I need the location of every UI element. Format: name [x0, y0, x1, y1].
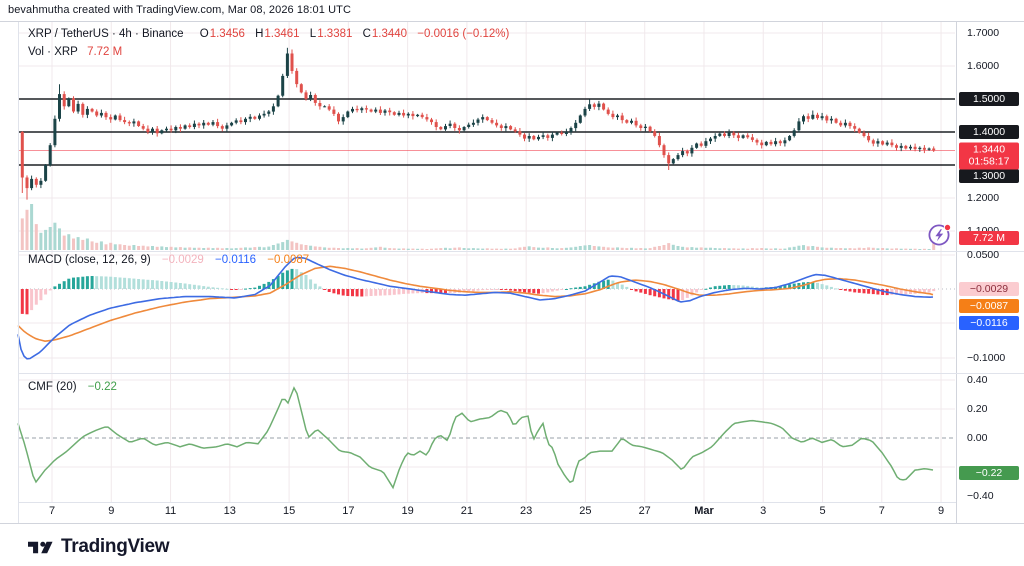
time-axis-label: 15: [282, 505, 296, 517]
price-level-badge: 1.3000: [959, 169, 1019, 183]
time-axis-label: 9: [937, 505, 945, 517]
price-axis-label: −0.40: [967, 490, 994, 502]
volume-legend-row[interactable]: Vol · XRP 7.72 M: [28, 43, 509, 61]
volume-label: Vol · XRP: [28, 46, 78, 58]
time-axis-label: 3: [760, 505, 767, 517]
time-axis-label: 21: [460, 505, 473, 517]
price-axis-label: 0.20: [967, 403, 988, 415]
price-axis[interactable]: 1.70001.60001.20001.10000.0500−0.10000.4…: [957, 0, 1024, 523]
open-value: 1.3456: [209, 28, 245, 40]
price-axis-label: 1.6000: [967, 60, 1000, 72]
symbol-legend[interactable]: XRP / TetherUS · 4h · Binance O1.3456 H1…: [28, 25, 509, 61]
close-value: 1.3440: [371, 28, 408, 40]
cmf-value: −0.22: [87, 381, 117, 393]
macd-value-badge: −0.0029: [959, 282, 1019, 296]
instant-trading-button[interactable]: [926, 221, 954, 249]
tradingview-logo[interactable]: TradingView: [28, 536, 170, 558]
macd-signal-value: −0.0087: [267, 254, 310, 266]
cmf-value-badge: −0.22: [959, 466, 1019, 480]
macd-line-value: −0.0116: [215, 254, 257, 266]
price-axis-label: 1.7000: [967, 27, 1000, 39]
time-axis-label: 11: [164, 505, 177, 517]
price-axis-label: 0.0500: [967, 249, 1000, 261]
time-axis-label: 9: [108, 505, 115, 517]
change-value: −0.0016 (−0.12%): [417, 28, 510, 40]
price-axis-label: 1.2000: [967, 192, 1000, 204]
time-axis-label: 19: [401, 505, 414, 517]
cmf-title: CMF (20): [28, 381, 77, 393]
time-axis-label: 13: [223, 505, 236, 517]
tradingview-logo-icon: [28, 541, 53, 553]
time-axis-label: 23: [520, 505, 533, 517]
time-axis-label: 7: [878, 505, 885, 517]
volume-badge: 7.72 M: [959, 231, 1019, 245]
time-axis-label: Mar: [694, 505, 714, 517]
close-label: C: [362, 28, 371, 40]
open-label: O: [199, 28, 209, 40]
price-level-badge: 1.4000: [959, 125, 1019, 139]
symbol-legend-row: XRP / TetherUS · 4h · Binance O1.3456 H1…: [28, 25, 509, 43]
macd-title: MACD (close, 12, 26, 9): [28, 254, 151, 266]
low-label: L: [309, 28, 317, 40]
macd-legend[interactable]: MACD (close, 12, 26, 9) −0.0029 −0.0116 …: [28, 254, 309, 266]
high-value: 1.3461: [264, 28, 300, 40]
high-label: H: [255, 28, 264, 40]
price-axis-label: 0.40: [967, 374, 988, 386]
time-axis-label: 17: [342, 505, 355, 517]
time-axis-label: 7: [48, 505, 56, 517]
price-axis-label: 0.00: [967, 432, 988, 444]
symbol-title[interactable]: XRP / TetherUS · 4h · Binance: [28, 28, 184, 40]
attribution-text: bevahmutha created with TradingView.com,…: [8, 4, 352, 16]
time-axis-label: 25: [579, 505, 592, 517]
time-axis[interactable]: 7 9 11 13 15 17 19 21 23 25 27 Mar 3 5 7 9: [0, 503, 956, 523]
lightning-icon: [928, 223, 952, 246]
cmf-legend[interactable]: CMF (20) −0.22: [28, 381, 117, 393]
bar-countdown: 01:58:17: [968, 155, 1010, 167]
price-axis-label: −0.1000: [967, 352, 1006, 364]
last-price-badge: 1.3440 01:58:17: [959, 142, 1019, 170]
low-value: 1.3381: [317, 28, 353, 40]
price-level-badge: 1.5000: [959, 92, 1019, 106]
macd-value-badge: −0.0087: [959, 299, 1019, 313]
last-price-value: 1.3440: [972, 143, 1006, 156]
tradingview-logo-text: TradingView: [61, 536, 170, 557]
volume-value: 7.72 M: [87, 46, 123, 58]
macd-value-badge: −0.0116: [959, 316, 1019, 330]
time-axis-label: 5: [819, 505, 826, 517]
time-axis-label: 27: [638, 505, 651, 517]
macd-hist-value: −0.0029: [161, 254, 204, 266]
